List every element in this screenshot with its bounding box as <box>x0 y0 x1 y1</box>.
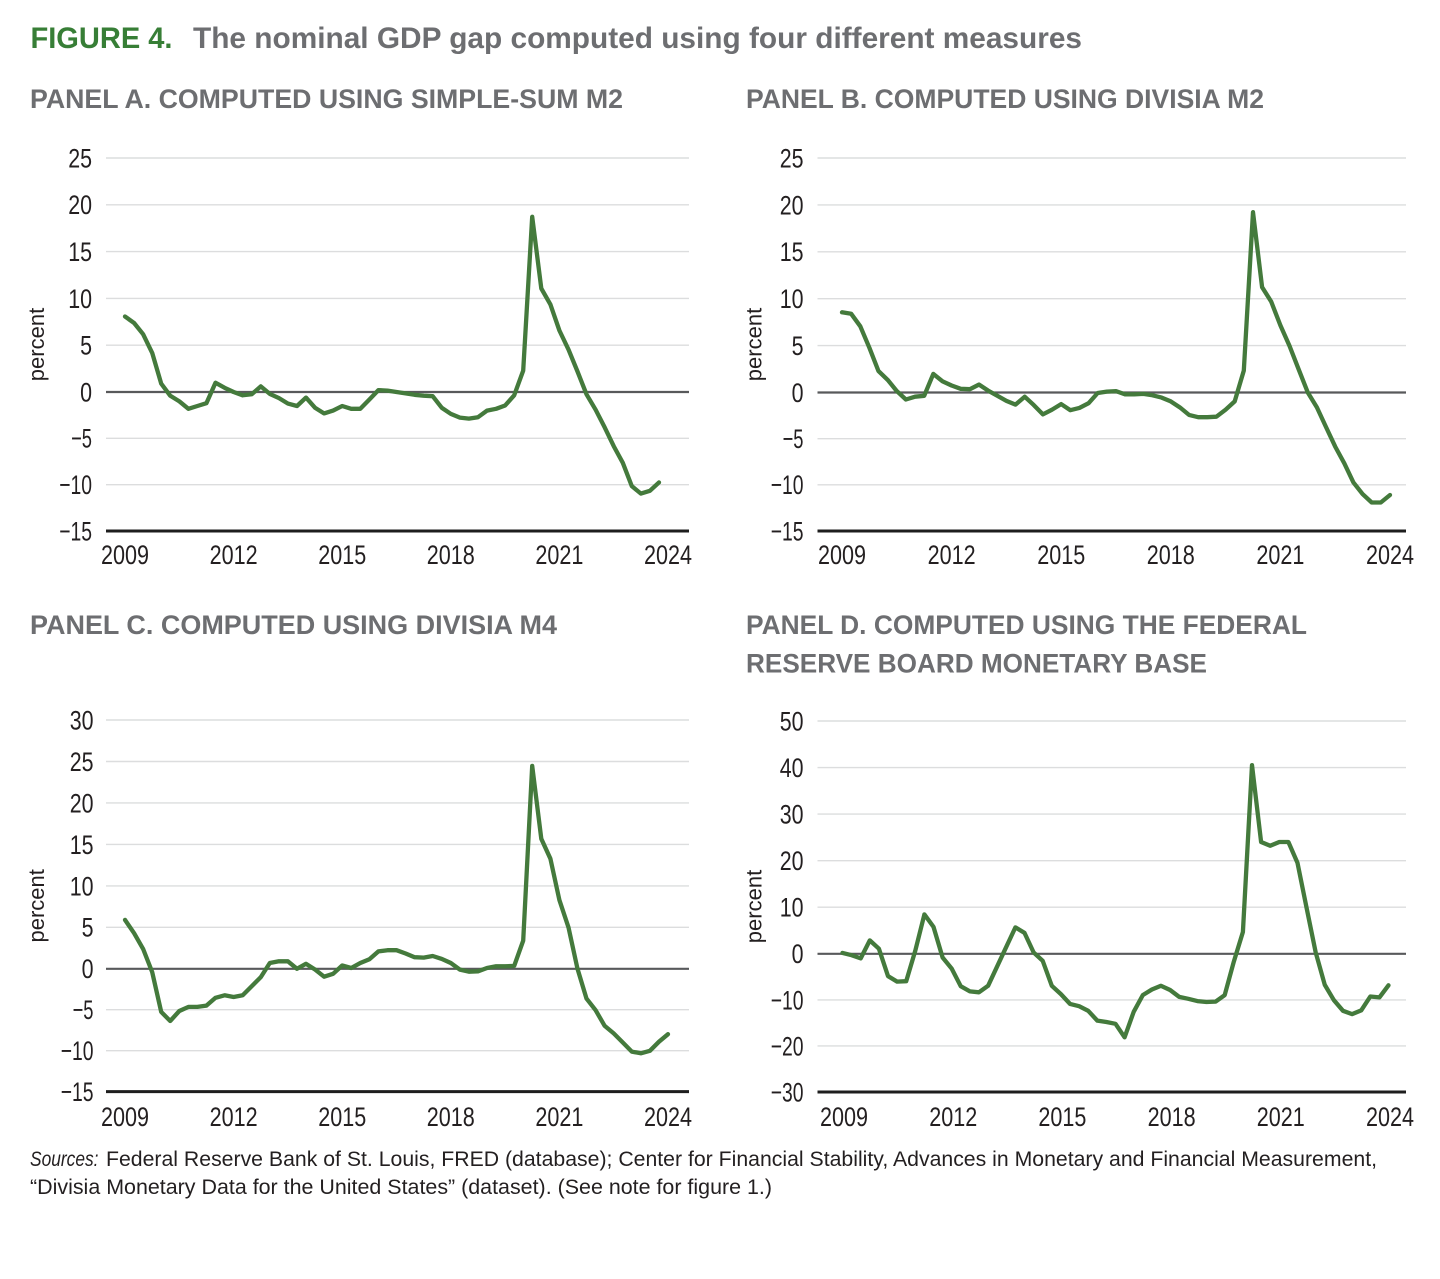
svg-text:−10: −10 <box>59 469 92 500</box>
svg-text:2009: 2009 <box>820 1101 868 1132</box>
svg-text:15: 15 <box>780 236 804 267</box>
svg-text:20: 20 <box>780 845 804 876</box>
svg-text:0: 0 <box>792 377 804 408</box>
svg-text:−15: −15 <box>61 1076 94 1107</box>
svg-text:−5: −5 <box>73 994 94 1025</box>
svg-text:10: 10 <box>70 870 94 901</box>
svg-text:percent: percent <box>24 308 49 381</box>
svg-text:−10: −10 <box>771 469 804 500</box>
svg-text:2009: 2009 <box>818 539 866 570</box>
svg-text:2012: 2012 <box>929 1101 977 1132</box>
svg-text:5: 5 <box>82 912 94 943</box>
svg-text:2009: 2009 <box>101 539 149 570</box>
svg-text:−5: −5 <box>71 423 92 454</box>
svg-text:30: 30 <box>780 799 804 830</box>
svg-text:PANEL C. COMPUTED USING DIVISI: PANEL C. COMPUTED USING DIVISIA M4 <box>30 610 557 640</box>
svg-text:20: 20 <box>780 189 804 220</box>
svg-text:percent: percent <box>742 870 767 943</box>
svg-text:50: 50 <box>780 705 804 736</box>
svg-text:−10: −10 <box>61 1035 94 1066</box>
svg-text:−30: −30 <box>771 1076 804 1107</box>
svg-text:2015: 2015 <box>318 539 366 570</box>
svg-text:2024: 2024 <box>644 1101 692 1132</box>
svg-text:0: 0 <box>80 376 92 407</box>
svg-text:10: 10 <box>780 892 804 923</box>
svg-text:20: 20 <box>68 189 92 220</box>
svg-text:Federal Reserve Bank of St. Lo: Federal Reserve Bank of St. Louis, FRED … <box>106 1146 1377 1171</box>
svg-text:25: 25 <box>68 142 92 173</box>
svg-text:10: 10 <box>68 283 92 314</box>
svg-text:2021: 2021 <box>1257 1101 1305 1132</box>
svg-text:0: 0 <box>792 938 804 969</box>
svg-text:percent: percent <box>24 869 49 942</box>
svg-text:−15: −15 <box>771 515 804 546</box>
svg-text:PANEL B. COMPUTED USING DIVISI: PANEL B. COMPUTED USING DIVISIA M2 <box>746 84 1264 114</box>
svg-text:2012: 2012 <box>928 539 976 570</box>
svg-text:2018: 2018 <box>427 539 475 570</box>
svg-text:15: 15 <box>68 236 92 267</box>
svg-text:Sources:: Sources: <box>30 1146 99 1171</box>
svg-text:2024: 2024 <box>1366 1101 1414 1132</box>
svg-text:2021: 2021 <box>1256 539 1304 570</box>
svg-text:PANEL A. COMPUTED USING SIMPLE: PANEL A. COMPUTED USING SIMPLE-SUM M2 <box>30 84 623 114</box>
svg-text:−15: −15 <box>59 515 92 546</box>
svg-text:2021: 2021 <box>535 1101 583 1132</box>
svg-text:2024: 2024 <box>1366 539 1414 570</box>
svg-text:percent: percent <box>742 308 767 381</box>
svg-text:RESERVE BOARD MONETARY BASE: RESERVE BOARD MONETARY BASE <box>746 648 1207 678</box>
svg-text:The nominal GDP gap computed u: The nominal GDP gap computed using four … <box>193 22 1082 55</box>
svg-text:−20: −20 <box>771 1030 804 1061</box>
svg-text:40: 40 <box>780 752 804 783</box>
svg-text:2018: 2018 <box>1147 539 1195 570</box>
svg-text:2024: 2024 <box>644 539 692 570</box>
svg-text:20: 20 <box>70 787 94 818</box>
svg-text:0: 0 <box>82 953 94 984</box>
svg-text:PANEL D. COMPUTED USING THE FE: PANEL D. COMPUTED USING THE FEDERAL <box>746 610 1307 640</box>
svg-text:2015: 2015 <box>318 1101 366 1132</box>
svg-text:2015: 2015 <box>1037 539 1085 570</box>
svg-text:5: 5 <box>792 330 804 361</box>
svg-text:2012: 2012 <box>210 539 258 570</box>
svg-text:15: 15 <box>70 829 94 860</box>
svg-text:2009: 2009 <box>101 1101 149 1132</box>
svg-text:2018: 2018 <box>427 1101 475 1132</box>
svg-text:10: 10 <box>780 283 804 314</box>
svg-text:2012: 2012 <box>210 1101 258 1132</box>
svg-text:5: 5 <box>80 330 92 361</box>
svg-text:FIGURE 4.: FIGURE 4. <box>31 22 173 55</box>
svg-text:“Divisia Monetary Data for the: “Divisia Monetary Data for the United St… <box>30 1174 772 1199</box>
svg-text:25: 25 <box>70 746 94 777</box>
svg-text:25: 25 <box>780 142 804 173</box>
svg-text:2021: 2021 <box>535 539 583 570</box>
svg-text:−5: −5 <box>783 423 804 454</box>
svg-text:30: 30 <box>70 704 94 735</box>
svg-text:2015: 2015 <box>1038 1101 1086 1132</box>
svg-text:−10: −10 <box>771 984 804 1015</box>
svg-text:2018: 2018 <box>1148 1101 1196 1132</box>
